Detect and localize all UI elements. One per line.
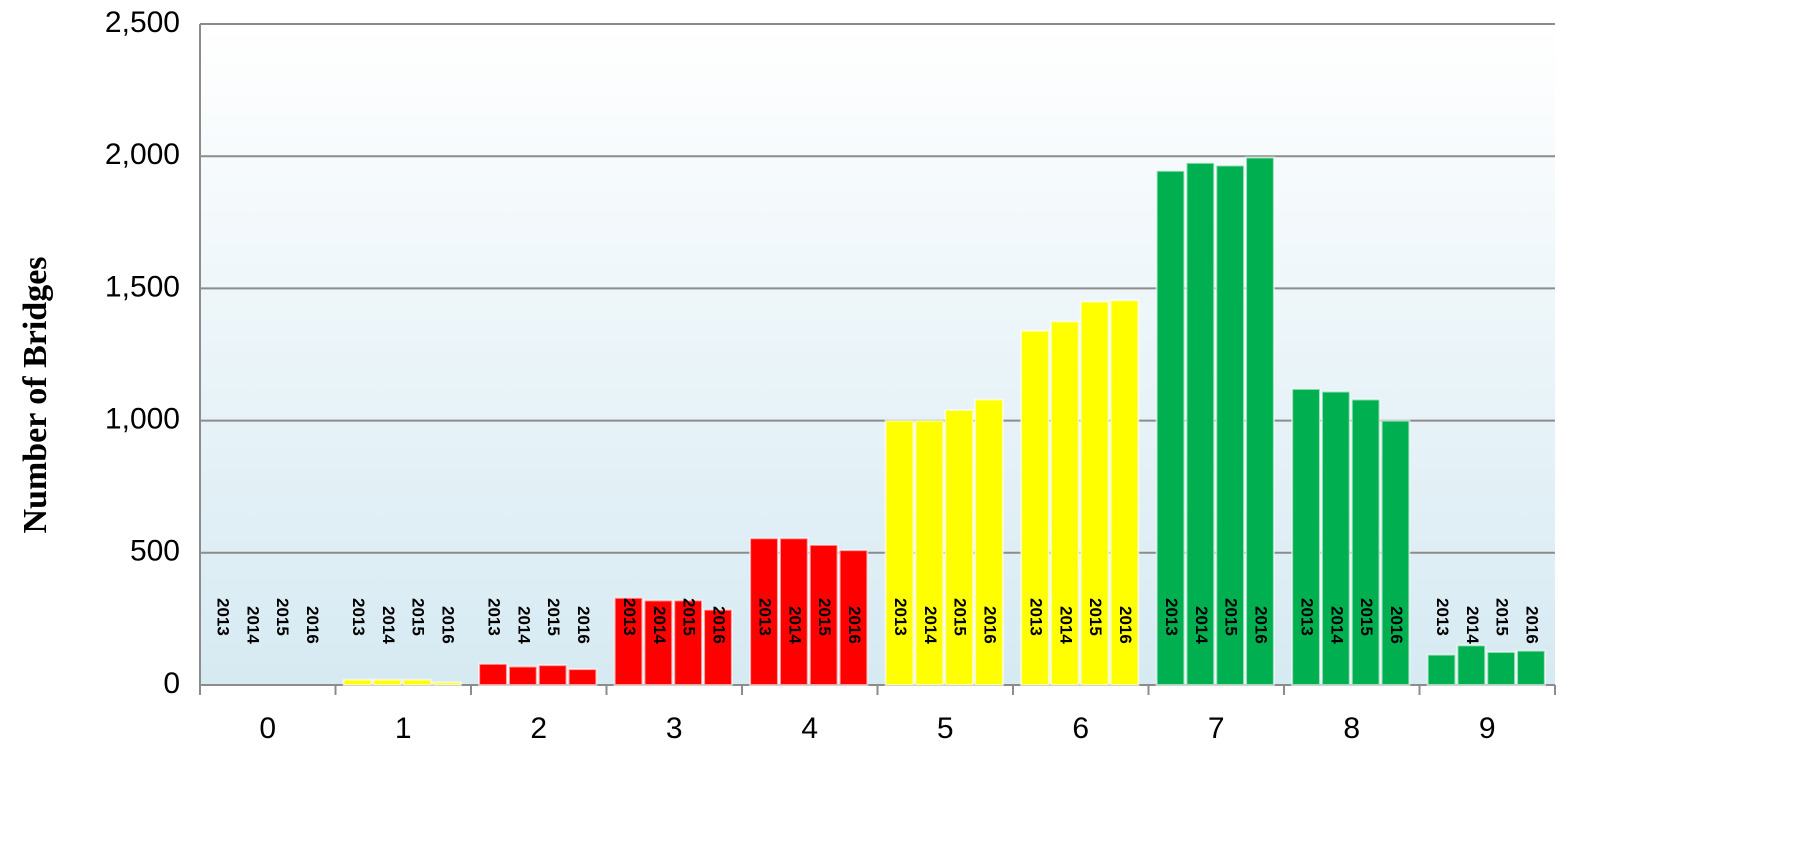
x-tick-label: 9 [1479,712,1496,745]
bar [1215,164,1246,687]
series-label: 2015 [1357,598,1376,636]
bar [1350,398,1381,686]
series-label: 2016 [845,606,864,644]
series-label: 2015 [544,598,563,636]
bar [372,678,403,686]
bar [613,596,644,686]
y-tick-label: 500 [130,535,180,568]
bar [1109,299,1140,686]
y-tick-label: 2,500 [105,6,180,39]
y-tick-label: 1,000 [105,403,180,436]
x-tick-label: 5 [937,712,954,745]
x-tick-label: 4 [801,712,818,745]
series-label: 2016 [1116,606,1135,644]
y-tick-label: 2,000 [105,138,180,171]
bar [1426,653,1457,686]
series-label: 2015 [951,598,970,636]
bar [673,599,704,687]
bar [342,678,373,686]
series-label: 2013 [214,598,233,636]
series-label: 2015 [815,598,834,636]
series-label: 2016 [1387,606,1406,644]
series-label: 2014 [1463,606,1482,644]
bar [1185,161,1216,686]
series-label: 2013 [1027,598,1046,636]
series-label: 2015 [680,598,699,636]
bar [1516,649,1546,686]
x-tick-label: 0 [259,712,276,745]
series-label: 2014 [514,606,533,644]
bar [1049,320,1080,686]
x-tick-label: 6 [1072,712,1089,745]
x-tick-label: 7 [1208,712,1225,745]
series-label: 2013 [1433,598,1452,636]
series-label: 2016 [574,606,593,644]
bar [643,599,674,687]
series-label: 2013 [485,598,504,636]
series-label: 2014 [921,606,940,644]
series-label: 2013 [756,598,775,636]
bar [432,681,462,687]
series-label: 2016 [1522,606,1541,644]
series-label: 2015 [273,598,292,636]
bar [914,419,945,686]
bar [1486,650,1517,687]
x-tick-label: 1 [395,712,412,745]
series-label: 2014 [785,606,804,644]
series-label: 2014 [1327,606,1346,644]
series-label: 2014 [650,606,669,644]
series-label: 2014 [379,606,398,644]
bar [944,409,975,686]
x-tick-label: 8 [1343,712,1360,745]
series-label: 2016 [438,606,457,644]
bar [749,537,779,686]
series-label: 2013 [620,598,639,636]
series-label: 2013 [1162,598,1181,636]
x-tick-label: 3 [666,712,683,745]
bar [1320,390,1351,686]
bar [1020,329,1050,686]
bar [567,668,598,686]
series-label: 2013 [891,598,910,636]
series-label: 2016 [1251,606,1270,644]
series-label: 2014 [243,606,262,644]
series-label: 2013 [1298,598,1317,636]
bar [974,398,1004,686]
bar [402,678,433,686]
series-label: 2015 [1222,598,1241,636]
bar [703,608,733,686]
bar [884,419,915,686]
series-label: 2016 [709,606,728,644]
bar [778,537,809,686]
bar [838,549,869,686]
bar [478,662,508,687]
series-label: 2015 [1086,598,1105,636]
series-label: 2016 [303,606,322,644]
bar [808,543,839,686]
bar [1456,644,1487,687]
bar [507,665,538,687]
series-label: 2014 [1056,606,1075,644]
series-label: 2015 [1493,598,1512,636]
series-label: 2015 [409,598,428,636]
bar [1245,156,1275,687]
bar [1291,387,1321,686]
bar [1079,300,1110,686]
series-label: 2016 [980,606,999,644]
bar [1380,419,1411,686]
series-label: 2013 [349,598,368,636]
bar [537,664,568,686]
y-tick-label: 0 [163,667,180,700]
y-axis-title: Number of Bridges [17,256,54,533]
bar [1155,169,1186,686]
y-tick-label: 1,500 [105,270,180,303]
series-label: 2014 [1192,606,1211,644]
x-tick-label: 2 [530,712,547,745]
